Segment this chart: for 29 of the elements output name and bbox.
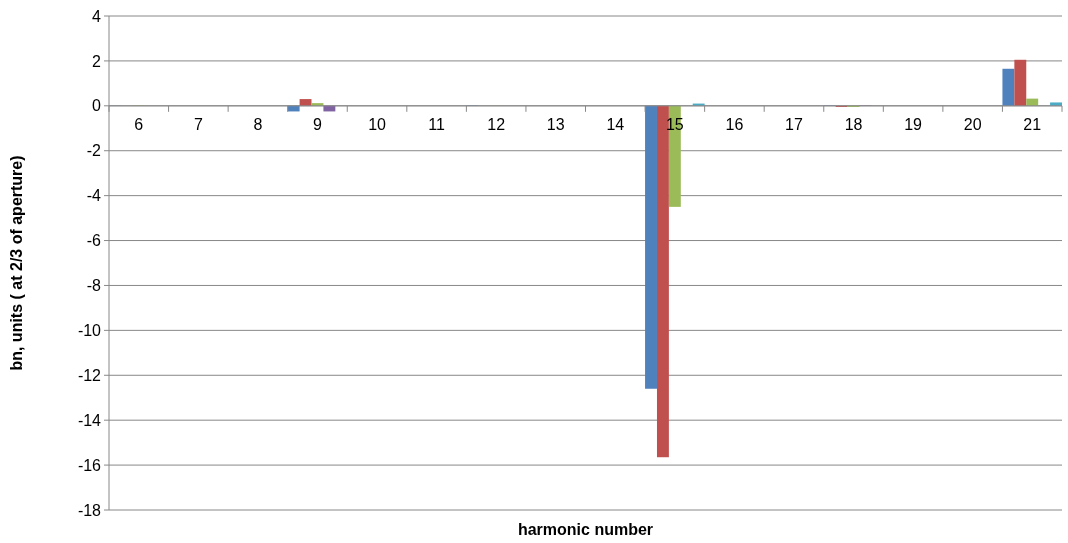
y-tick-label: -12 [77,366,102,384]
y-tick-label: 0 [92,97,102,115]
x-tick-label: 14 [606,115,625,133]
y-tick-label: -16 [77,456,102,474]
y-tick-label: -8 [86,277,102,295]
y-tick-label: -4 [86,187,102,205]
x-tick-label: 11 [428,115,445,133]
x-tick-label: 13 [546,115,565,133]
y-axis-title: bn, units ( at 2/3 of aperture) [8,155,25,371]
x-tick-label: 16 [725,115,744,133]
y-tick-label: -10 [77,321,102,339]
y-tick-label: 4 [92,7,102,25]
x-tick-label: 6 [134,115,144,133]
x-tick-label: 7 [193,115,203,133]
y-tick-label: -2 [86,142,102,160]
x-tick-label: 10 [368,115,387,133]
y-tick-label: -6 [86,232,102,250]
x-axis-title: harmonic number [517,521,654,538]
x-tick-label: 12 [487,115,506,133]
x-tick-label: 17 [785,115,803,133]
y-tick-label: -14 [77,411,102,429]
x-tick-label: 18 [844,115,863,133]
y-tick-label: -18 [77,501,102,519]
x-tick-label: 21 [1023,115,1042,133]
x-tick-label: 9 [313,115,323,133]
x-tick-label: 8 [253,115,263,133]
x-tick-label: 19 [904,115,923,133]
y-tick-label: 2 [92,52,102,70]
x-tick-label: 20 [963,115,982,133]
